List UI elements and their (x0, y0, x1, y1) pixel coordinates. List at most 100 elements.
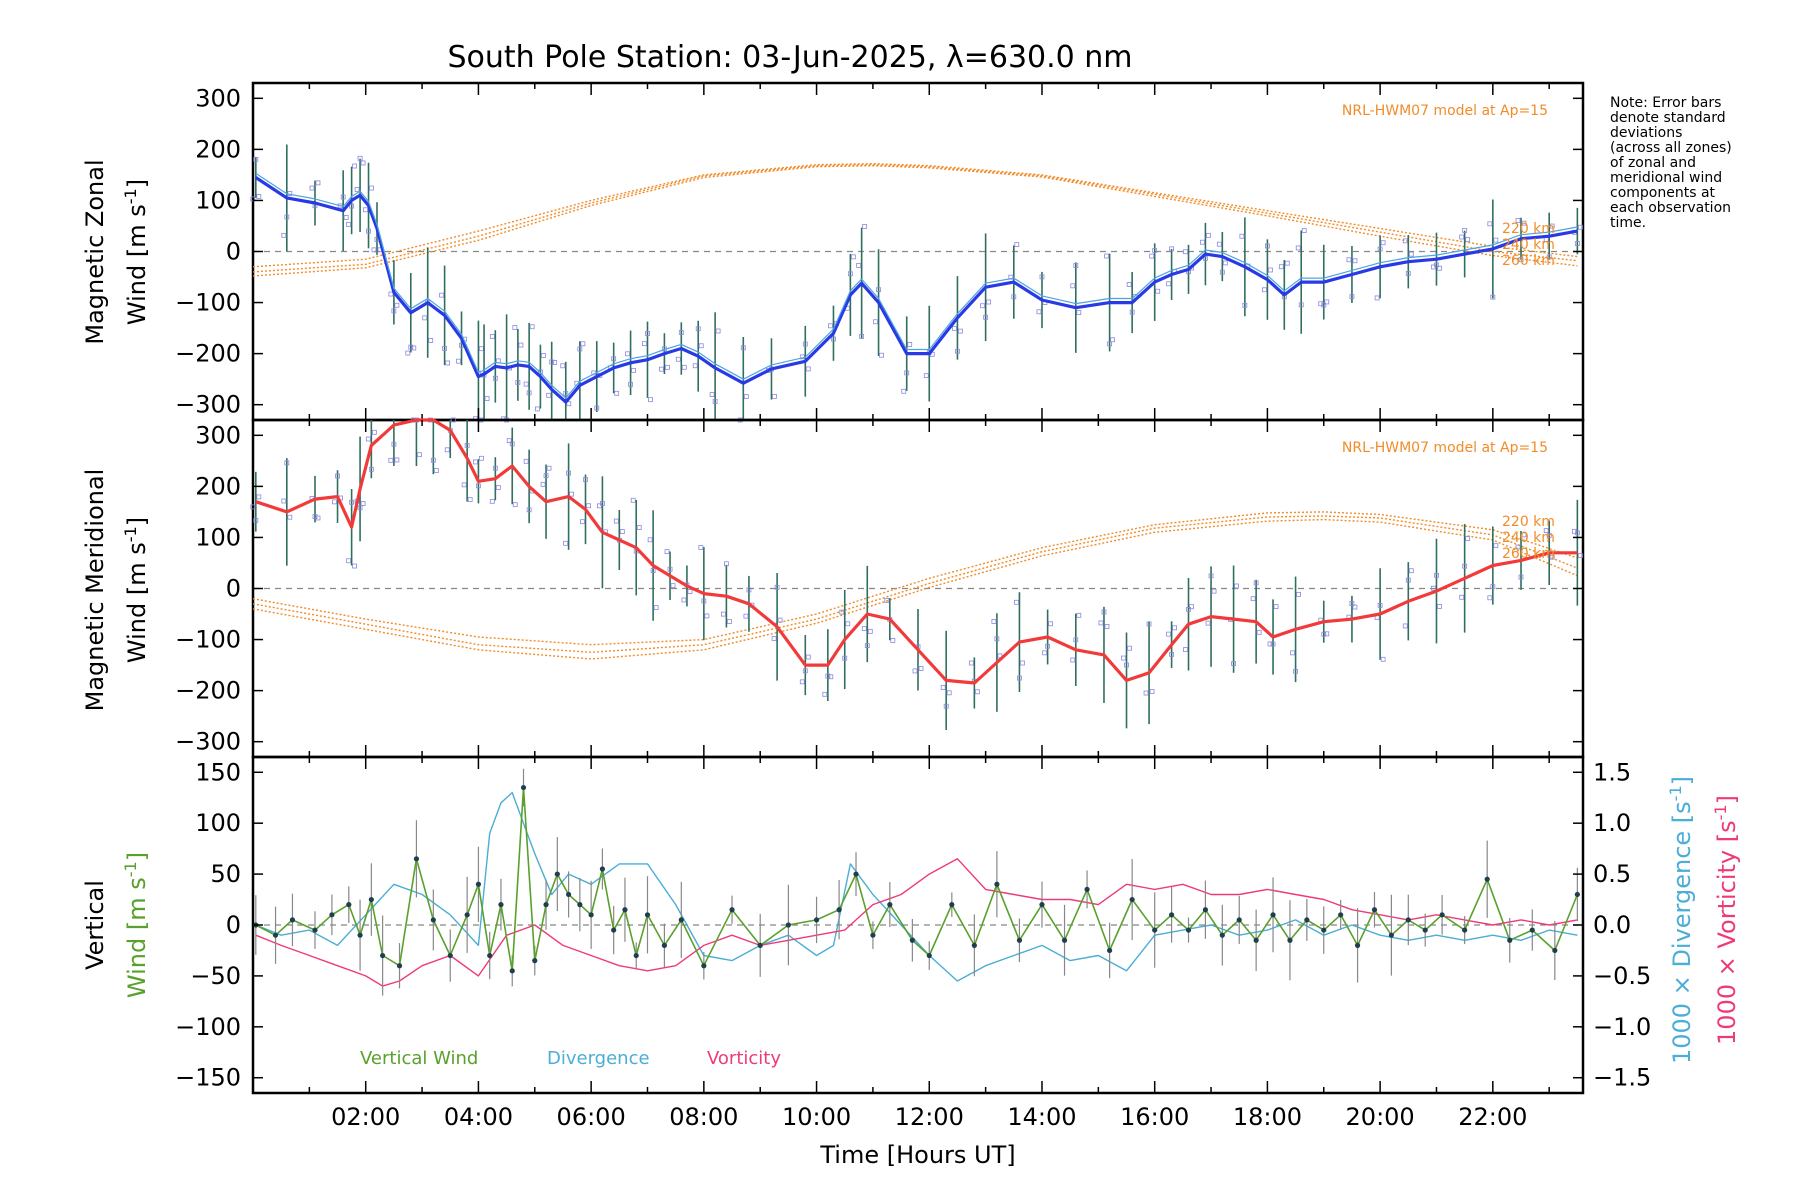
vertical-wind-point (836, 907, 842, 913)
zone-sample-point (552, 360, 558, 365)
zone-sample-point (825, 673, 831, 679)
zone-sample-point (594, 405, 600, 411)
zone-sample-point (723, 561, 729, 567)
zone-sample-point (1437, 265, 1442, 271)
zone-sample-point (1166, 631, 1172, 637)
vertical-wind-point (1354, 942, 1361, 948)
zone-sample-point (687, 589, 693, 594)
x-tick-label: 08:00 (669, 1103, 738, 1131)
note-line: Note: Error bars (1610, 95, 1721, 111)
zone-sample-point (746, 587, 752, 593)
vertical-wind-point (1388, 932, 1394, 938)
zone-sample-point (861, 626, 867, 632)
zone-sample-point (1098, 620, 1104, 626)
vertical-wind-point (1039, 902, 1045, 908)
zone-sample-point (495, 485, 501, 490)
zone-sample-point (1290, 650, 1295, 656)
y-tick-label: −150 (175, 1064, 241, 1092)
note-line: each observation (1610, 200, 1731, 216)
model-curve-3 (252, 164, 1578, 277)
vertical-wind-point (1016, 937, 1023, 943)
zone-sample-point (1126, 282, 1132, 287)
zone-sample-point (476, 483, 481, 489)
vertical-wind-point (1152, 927, 1158, 933)
zone-sample-point (546, 465, 552, 471)
vertical-wind-point (1552, 947, 1558, 954)
zone-sample-point (1104, 624, 1110, 629)
zone-sample-point (1301, 228, 1307, 233)
vertical-wind-point (346, 902, 352, 908)
y-tick-label: 100 (195, 523, 241, 551)
zone-sample-point (805, 366, 811, 372)
vertical-wind-point (729, 907, 735, 913)
zone-sample-point (802, 668, 808, 674)
zonal-alt-260: 260 km (1502, 253, 1555, 269)
zone-sample-point (774, 584, 780, 590)
zone-sample-point (831, 336, 836, 342)
model-curve-1 (252, 511, 1578, 646)
x-tick-label: 22:00 (1458, 1103, 1527, 1131)
zone-sample-point (1014, 242, 1020, 248)
zone-sample-point (1298, 302, 1304, 308)
zone-sample-point (357, 155, 363, 161)
zone-sample-point (492, 465, 498, 471)
zone-sample-point (1262, 287, 1267, 293)
zone-sample-point (1155, 288, 1161, 294)
zone-sample-point (743, 394, 749, 400)
zone-sample-point (352, 563, 358, 569)
zone-sample-point (958, 328, 963, 334)
x-tick-label: 14:00 (1007, 1103, 1076, 1131)
zone-sample-point (1577, 553, 1583, 559)
zone-sample-point (1048, 621, 1054, 627)
zone-sample-point (1487, 221, 1493, 227)
zone-sample-point (667, 566, 673, 572)
zone-sample-point (549, 359, 555, 365)
vertical-wind-point (475, 881, 482, 887)
vertical-wind-point (289, 917, 296, 923)
x-tick-label: 12:00 (895, 1103, 964, 1131)
zone-sample-point (642, 341, 647, 347)
zone-sample-point (1321, 631, 1327, 637)
zone-sample-point (368, 466, 374, 472)
zone-sample-point (701, 598, 707, 604)
zone-sample-point (1143, 690, 1149, 696)
zone-sample-point (464, 443, 470, 448)
zone-sample-point (805, 654, 811, 660)
zone-sample-point (1408, 568, 1414, 574)
vertical-wind-point (599, 866, 606, 872)
zone-sample-point (1380, 656, 1386, 662)
zone-sample-point (394, 302, 400, 308)
zone-sample-point (1203, 256, 1208, 261)
zone-sample-point (1543, 528, 1549, 534)
zone-sample-point (946, 690, 952, 696)
zone-sample-point (1377, 246, 1383, 252)
legend-vorticity: Vorticity (707, 1048, 781, 1069)
zone-sample-point (1521, 532, 1527, 538)
zone-sample-point (1487, 595, 1493, 601)
zone-sample-point (281, 232, 287, 238)
zone-sample-point (943, 703, 949, 709)
vertical-ylabel-line1: Vertical (81, 880, 109, 970)
note-line: denote standard (1610, 110, 1726, 126)
zone-sample-point (625, 351, 630, 357)
zone-sample-point (867, 628, 873, 634)
model-curve-3 (252, 518, 1578, 660)
zone-sample-point (974, 689, 980, 695)
zone-sample-point (1318, 301, 1324, 307)
zone-sample-point (411, 345, 417, 351)
divergence-line (255, 791, 1578, 982)
zonal-marks (250, 144, 1583, 423)
zone-sample-point (1349, 294, 1355, 299)
vertical-wind-point (1202, 907, 1209, 913)
meridional-ylabel-line1: Magnetic Meridional (81, 469, 109, 712)
zonal-wind-line (254, 176, 1578, 404)
vertical-wind-point (380, 952, 386, 959)
zone-sample-point (1459, 594, 1465, 600)
zone-sample-point (256, 494, 262, 500)
zone-sample-point (1020, 660, 1025, 666)
vertical-wind-point (413, 856, 420, 862)
zone-sample-point (1070, 283, 1076, 289)
zone-sample-point (1462, 228, 1468, 233)
zone-sample-point (512, 325, 518, 330)
zone-sample-point (613, 518, 619, 524)
